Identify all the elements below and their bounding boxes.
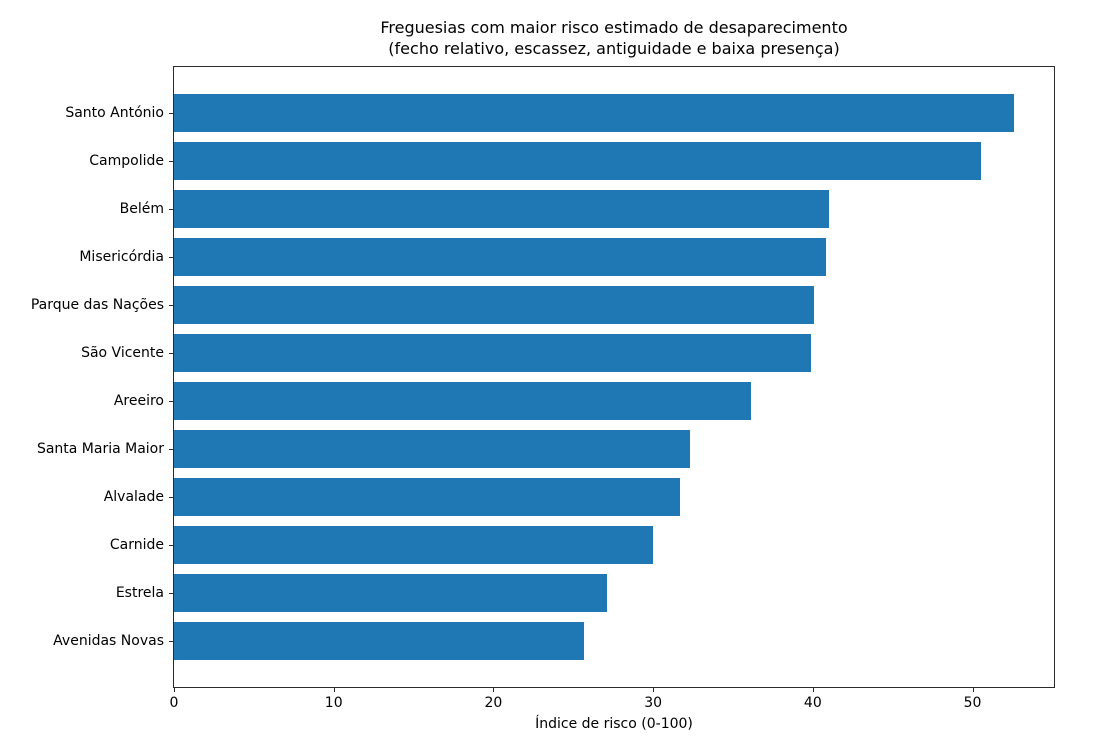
y-tick-mark xyxy=(169,497,173,498)
bar xyxy=(174,526,654,564)
bar xyxy=(174,430,690,468)
x-tick-label: 10 xyxy=(324,695,343,711)
bar xyxy=(174,286,815,324)
bar xyxy=(174,142,981,180)
y-tick-label: Areeiro xyxy=(113,393,164,409)
x-tick-mark xyxy=(812,688,814,692)
plot-area: Índice de risco (0-100) Santo António Cam… xyxy=(31,66,1055,732)
y-tick-label: São Vicente xyxy=(81,345,164,361)
y-tick-label: Santa Maria Maior xyxy=(36,441,164,457)
bar xyxy=(174,574,607,612)
x-tick-label: 30 xyxy=(644,695,663,711)
x-axis-label: Índice de risco (0-100) xyxy=(535,716,693,732)
y-tick-mark xyxy=(169,209,173,210)
bar xyxy=(174,382,751,420)
y-tick-label: Misericórdia xyxy=(79,249,164,265)
y-tick-mark xyxy=(169,641,173,642)
y-tick-label: Belém xyxy=(119,201,164,217)
y-tick-mark xyxy=(169,257,173,258)
bar xyxy=(174,622,585,660)
x-tick-mark xyxy=(972,688,974,692)
bar xyxy=(174,238,826,276)
chart-title: Freguesias com maior risco estimado de d… xyxy=(380,18,848,37)
y-tick-label: Carnide xyxy=(109,537,164,553)
y-tick-label: Avenidas Novas xyxy=(53,633,164,649)
x-tick-label: 40 xyxy=(803,695,822,711)
x-tick-label: 50 xyxy=(963,695,982,711)
y-tick-mark xyxy=(169,161,173,162)
y-tick-label: Parque das Nações xyxy=(30,297,164,313)
bar xyxy=(174,190,829,228)
y-tick-mark xyxy=(169,305,173,306)
x-tick-label: 20 xyxy=(484,695,503,711)
chart-subtitle: (fecho relativo, escassez, antiguidade e… xyxy=(388,39,840,58)
y-tick-mark xyxy=(169,113,173,114)
bar xyxy=(174,478,681,516)
y-tick-mark xyxy=(169,353,173,354)
y-tick-mark xyxy=(169,593,173,594)
bar xyxy=(174,334,812,372)
x-tick-mark xyxy=(174,688,175,692)
chart-title-block: Freguesias com maior risco estimado de d… xyxy=(173,17,1055,59)
x-tick-label: 0 xyxy=(169,695,179,711)
bar xyxy=(174,94,1015,132)
y-tick-mark xyxy=(169,449,173,450)
y-tick-mark xyxy=(169,545,173,546)
y-tick-label: Campolide xyxy=(89,153,164,169)
y-tick-label: Santo António xyxy=(65,105,164,121)
x-tick-mark xyxy=(653,688,655,692)
y-tick-label: Estrela xyxy=(115,585,164,601)
y-tick-mark xyxy=(169,401,173,402)
y-tick-label: Alvalade xyxy=(103,489,164,505)
x-tick-mark xyxy=(493,688,495,692)
x-tick-mark xyxy=(333,688,335,692)
